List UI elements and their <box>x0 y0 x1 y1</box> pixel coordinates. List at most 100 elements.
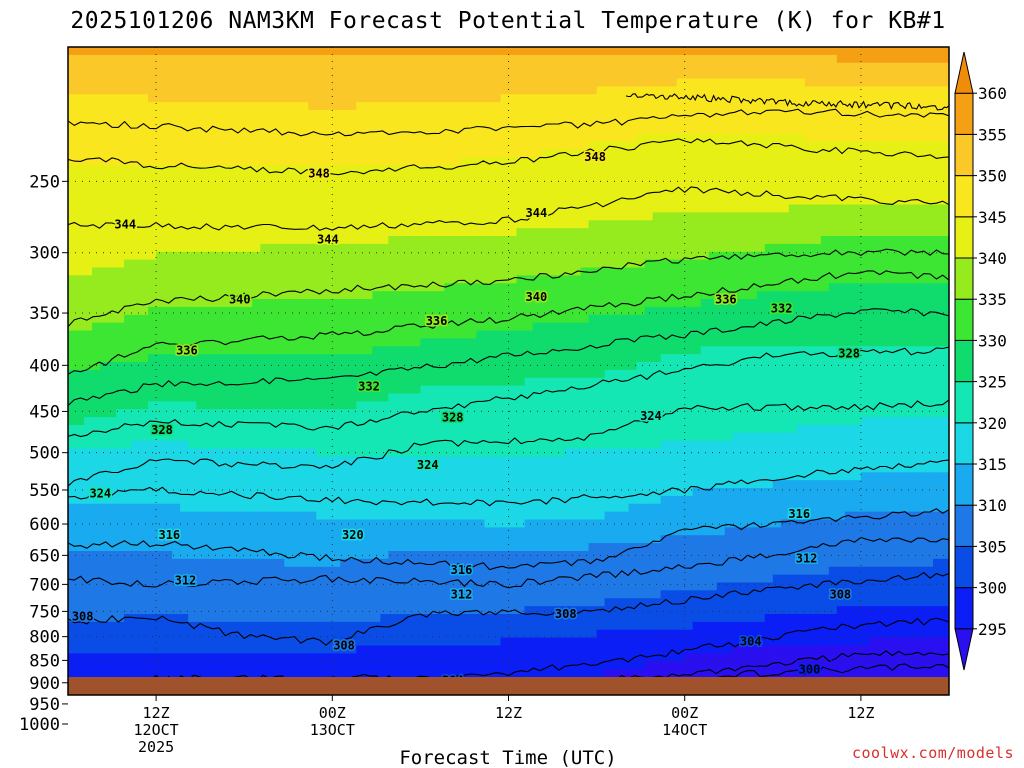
fill-cell <box>196 582 205 591</box>
fill-cell <box>252 267 261 276</box>
fill-cell <box>100 196 109 206</box>
fill-cell <box>404 606 413 615</box>
fill-cell <box>188 251 197 261</box>
fill-cell <box>268 543 277 552</box>
fill-cell <box>108 94 117 103</box>
fill-cell <box>236 519 245 528</box>
fill-cell <box>276 645 285 654</box>
fill-cell <box>92 543 101 552</box>
fill-cell <box>100 480 109 489</box>
fill-cell <box>308 661 317 670</box>
fill-cell <box>68 503 77 513</box>
fill-cell <box>188 212 197 221</box>
fill-cell <box>108 472 117 481</box>
fill-cell <box>212 157 221 166</box>
fill-cell <box>300 448 309 458</box>
fill-cell <box>148 157 157 166</box>
fill-cell <box>284 62 293 72</box>
fill-cell <box>108 574 117 584</box>
fill-cell <box>532 598 542 607</box>
fill-cell <box>260 149 269 158</box>
fill-cell <box>460 141 470 150</box>
fill-cell <box>404 472 413 481</box>
fill-cell <box>524 228 534 237</box>
fill-cell <box>324 393 333 402</box>
fill-cell <box>420 377 430 387</box>
fill-cell <box>316 86 325 95</box>
fill-cell <box>444 362 454 371</box>
fill-cell <box>436 299 446 308</box>
fill-cell <box>412 480 421 489</box>
fill-cell <box>108 133 117 143</box>
fill-cell <box>212 86 221 95</box>
fill-cell <box>468 243 478 253</box>
fill-cell <box>404 629 413 639</box>
fill-cell <box>236 94 245 103</box>
fill-cell <box>460 448 470 458</box>
fill-cell <box>228 133 237 143</box>
fill-cell <box>68 259 77 269</box>
fill-cell <box>308 165 317 174</box>
fill-cell <box>308 480 317 489</box>
fill-cell <box>284 448 293 458</box>
fill-cell <box>116 637 125 647</box>
fill-cell <box>372 362 381 371</box>
fill-cell <box>204 590 213 599</box>
fill-cell <box>508 645 518 654</box>
fill-cell <box>412 236 421 245</box>
fill-cell <box>132 495 141 505</box>
fill-cell <box>188 141 197 150</box>
fill-cell <box>324 377 333 387</box>
fill-cell <box>108 102 117 111</box>
fill-cell <box>212 102 221 111</box>
fill-cell <box>132 558 141 568</box>
fill-cell <box>388 70 397 80</box>
fill-cell <box>332 314 341 324</box>
fill-cell <box>292 425 301 434</box>
fill-cell <box>132 338 141 347</box>
fill-cell <box>556 78 566 87</box>
fill-cell <box>564 330 574 339</box>
fill-cell <box>532 653 542 662</box>
fill-cell <box>372 409 381 418</box>
fill-cell <box>292 228 301 237</box>
fill-cell <box>508 393 518 402</box>
fill-cell <box>212 551 221 560</box>
fill-cell <box>364 621 373 631</box>
fill-cell <box>468 354 478 363</box>
fill-cell <box>420 401 430 410</box>
fill-cell <box>292 590 301 599</box>
fill-cell <box>92 432 101 442</box>
fill-cell <box>156 456 165 465</box>
fill-cell <box>500 543 510 552</box>
fill-cell <box>372 346 381 355</box>
fill-cell <box>380 196 389 206</box>
fill-cell <box>92 243 101 253</box>
fill-cell <box>276 228 285 237</box>
fill-cell <box>564 212 574 221</box>
fill-cell <box>508 180 518 190</box>
fill-cell <box>180 212 189 221</box>
fill-cell <box>436 125 446 135</box>
fill-cell <box>332 220 341 229</box>
fill-cell <box>468 464 478 473</box>
fill-cell <box>276 133 285 143</box>
fill-cell <box>148 661 157 670</box>
fill-cell <box>492 267 502 276</box>
fill-cell <box>116 133 125 143</box>
fill-cell <box>236 480 245 489</box>
fill-cell <box>492 598 502 607</box>
fill-cell <box>164 598 173 607</box>
fill-cell <box>548 574 558 584</box>
fill-cell <box>140 488 149 497</box>
fill-cell <box>468 228 478 237</box>
fill-cell <box>540 196 550 206</box>
fill-cell <box>516 133 526 143</box>
fill-cell <box>212 401 221 410</box>
fill-cell <box>468 582 478 591</box>
fill-cell <box>308 637 317 647</box>
fill-cell <box>508 495 518 505</box>
fill-cell <box>244 511 253 521</box>
fill-cell <box>140 47 149 56</box>
fill-cell <box>468 527 478 536</box>
